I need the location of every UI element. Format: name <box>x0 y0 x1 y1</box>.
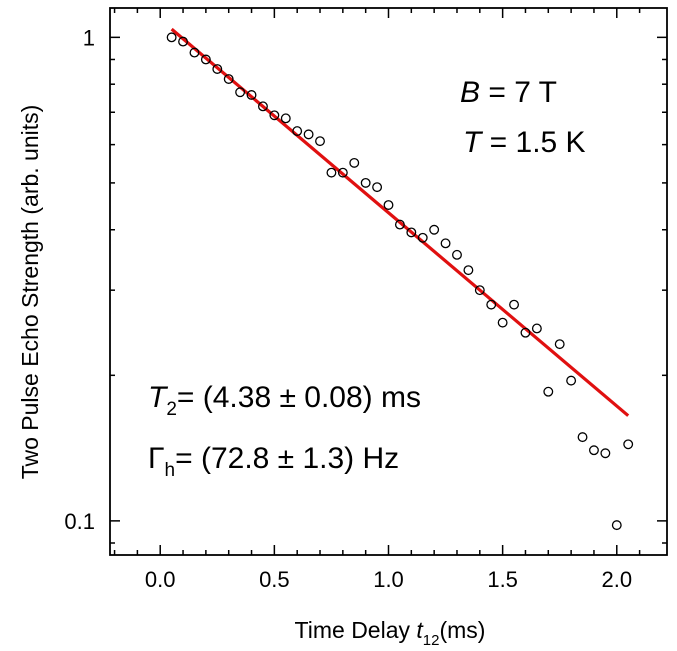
data-point <box>383 200 394 210</box>
data-point <box>577 432 588 443</box>
x-tick-label: 0.0 <box>145 567 176 592</box>
data-point <box>589 445 599 456</box>
data-point <box>235 87 246 98</box>
data-point <box>417 232 428 243</box>
x-tick-label: 2.0 <box>601 567 632 592</box>
y-tick-label: 1 <box>83 25 95 50</box>
data-point <box>269 110 280 121</box>
points-layer <box>166 32 634 531</box>
annotation-temperature: T = 1.5 K <box>463 126 586 159</box>
data-point <box>554 339 565 350</box>
x-tick-label: 1.0 <box>373 567 404 592</box>
y-tick-labels: 0.11 <box>64 25 95 534</box>
data-point <box>372 182 383 193</box>
data-point <box>166 32 177 43</box>
data-point <box>326 167 337 178</box>
data-point <box>223 74 234 84</box>
data-point <box>394 219 405 230</box>
data-point <box>600 448 611 459</box>
data-point <box>360 177 371 188</box>
data-point <box>497 317 508 328</box>
x-tick-label: 0.5 <box>259 567 290 592</box>
data-point <box>257 101 268 112</box>
fit-layer <box>170 27 630 417</box>
data-point <box>303 129 314 140</box>
y-tick-label: 0.1 <box>64 509 95 534</box>
data-point <box>246 90 257 100</box>
data-point <box>531 323 542 334</box>
annotation-t2: T2= (4.38 ± 0.08) ms <box>148 381 421 420</box>
annotation-gamma: Γh= (72.8 ± 1.3) Hz <box>148 442 399 481</box>
data-point <box>349 157 360 168</box>
data-point <box>486 299 497 310</box>
data-point <box>611 520 622 531</box>
data-point <box>178 36 188 47</box>
x-tick-labels: 0.0 0.5 1.0 1.5 2.0 <box>145 567 632 592</box>
data-point <box>212 64 223 74</box>
data-point <box>406 227 417 238</box>
data-point <box>566 375 577 386</box>
data-point <box>429 224 440 235</box>
y-axis-label: Two Pulse Echo Strength (arb. units) <box>17 105 43 480</box>
data-point <box>280 113 291 124</box>
x-tick-label: 1.5 <box>487 567 518 592</box>
data-point <box>623 439 634 450</box>
data-point <box>452 249 462 260</box>
fit-line <box>170 27 630 417</box>
x-axis-label: Time Delay t12(ms) <box>295 617 486 649</box>
data-point <box>520 327 531 338</box>
data-point <box>509 299 520 310</box>
data-point <box>463 265 474 276</box>
data-point <box>200 54 211 65</box>
plot-frame <box>109 7 668 556</box>
annotation-field: B = 7 T <box>460 76 557 109</box>
data-point <box>337 167 348 178</box>
data-point <box>440 238 451 249</box>
data-point <box>292 126 303 137</box>
data-point <box>315 136 325 147</box>
data-point <box>543 386 554 397</box>
data-point <box>474 285 485 296</box>
data-point <box>189 47 200 58</box>
